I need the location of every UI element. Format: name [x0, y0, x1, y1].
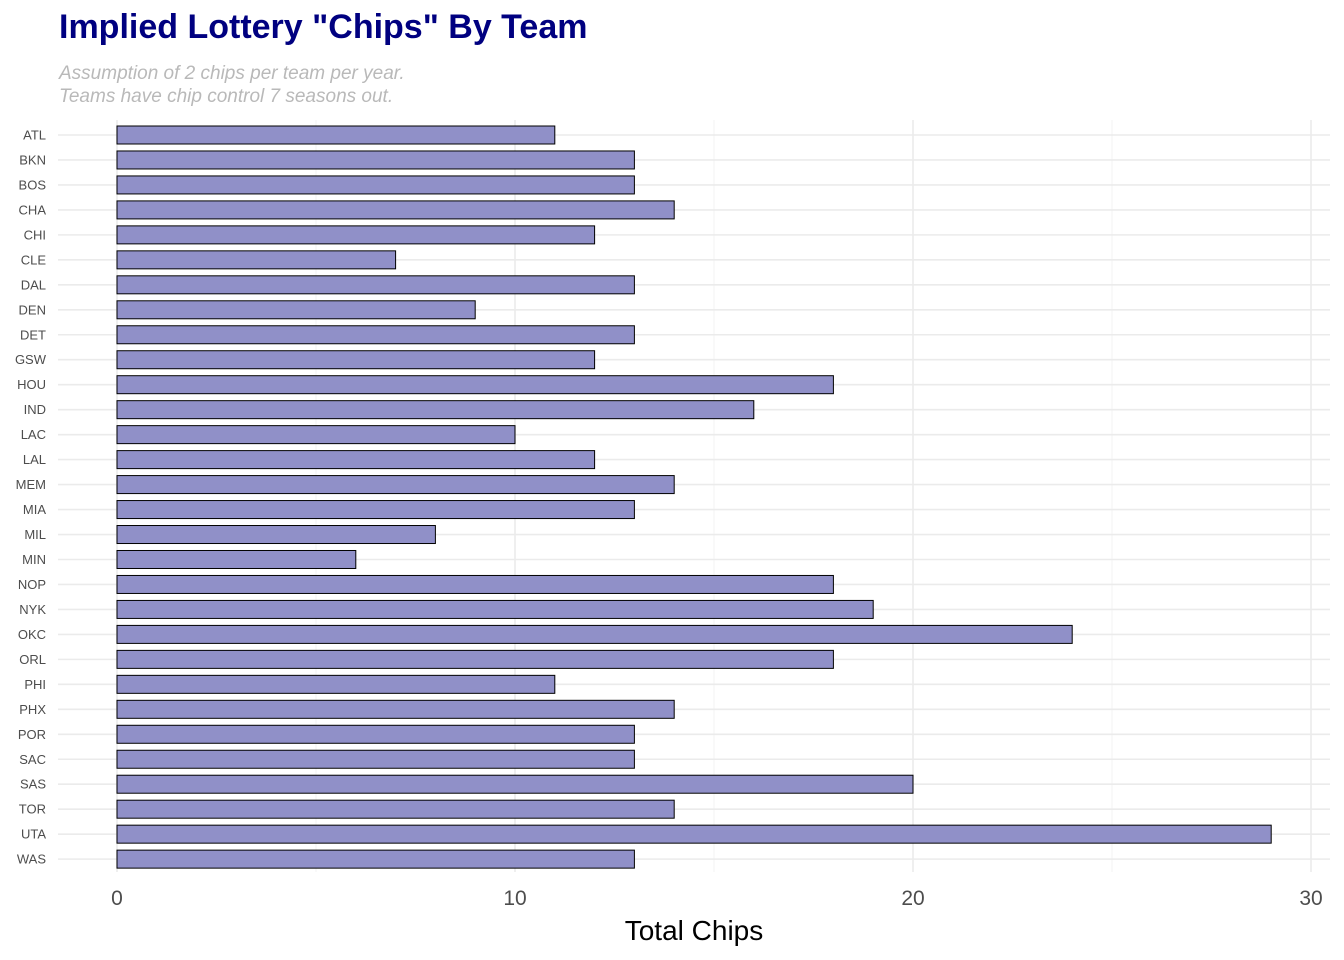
y-tick-label: POR [18, 727, 46, 742]
y-tick-label: MIN [22, 552, 46, 567]
bar-mil [116, 525, 436, 545]
y-tick-label: SAS [20, 777, 46, 792]
y-tick-label: SAC [19, 752, 46, 767]
bar-orl [116, 649, 834, 669]
y-axis-ticks: ATL BKN BOS CHA CHI CLE DAL DEN DET GSW HOU IND LAC L… [15, 128, 47, 867]
y-tick-label: BKN [19, 152, 46, 167]
bar-okc [116, 624, 1073, 644]
bar-nop [116, 574, 834, 594]
x-tick-label: 20 [901, 887, 924, 910]
y-tick-label: WAS [17, 852, 46, 867]
y-tick-label: DAL [21, 277, 46, 292]
bar-min [116, 549, 357, 569]
y-tick-label: ATL [23, 128, 46, 143]
bar-lal [116, 450, 596, 470]
y-tick-label: UTA [21, 827, 46, 842]
bar-lac [116, 425, 516, 445]
x-axis-title: Total Chips [625, 915, 764, 946]
bar-por [116, 724, 635, 744]
bar-mem [116, 475, 675, 495]
y-tick-label: LAL [23, 452, 46, 467]
y-tick-label: IND [24, 402, 46, 417]
y-tick-label: PHI [24, 677, 46, 692]
bar-uta [116, 824, 1272, 844]
x-tick-label: 30 [1299, 887, 1322, 910]
bar-hou [116, 375, 834, 395]
bar-phx [116, 699, 675, 719]
bar-was [116, 849, 635, 869]
bar-ind [116, 400, 755, 420]
x-axis-ticks: 0 10 20 30 [111, 887, 1323, 910]
y-tick-label: HOU [17, 377, 46, 392]
bar-den [116, 300, 476, 320]
y-tick-label: GSW [15, 352, 47, 367]
bar-atl [116, 125, 556, 145]
bar-chi [116, 225, 596, 245]
bar-nyk [116, 599, 874, 619]
bar-bkn [116, 150, 635, 170]
y-tick-label: LAC [21, 427, 46, 442]
bar-tor [116, 799, 675, 819]
y-tick-label: CLE [21, 252, 47, 267]
x-tick-label: 0 [111, 887, 123, 910]
subtitle-line-2: Teams have chip control 7 seasons out. [59, 86, 394, 107]
bars [116, 125, 1272, 869]
bar-cle [116, 250, 397, 270]
y-tick-label: OKC [18, 627, 46, 642]
y-tick-label: NOP [18, 577, 46, 592]
bar-det [116, 325, 635, 345]
y-tick-label: ORL [19, 652, 46, 667]
chart-title: Implied Lottery "Chips" By Team [59, 8, 588, 46]
y-tick-label: DET [20, 327, 46, 342]
y-tick-label: CHA [19, 202, 47, 217]
y-tick-label: BOS [19, 177, 47, 192]
y-tick-label: TOR [19, 802, 46, 817]
bar-dal [116, 275, 635, 295]
bar-bos [116, 175, 635, 195]
y-tick-label: MEM [16, 477, 46, 492]
bar-phi [116, 674, 556, 694]
y-tick-label: NYK [19, 602, 46, 617]
bar-cha [116, 200, 675, 220]
y-tick-label: DEN [19, 302, 46, 317]
bar-gsw [116, 350, 596, 370]
chart-subtitle: Assumption of 2 chips per team per year.… [59, 62, 405, 108]
x-tick-label: 10 [503, 887, 526, 910]
subtitle-line-1: Assumption of 2 chips per team per year. [59, 63, 405, 84]
bar-sac [116, 749, 635, 769]
y-tick-label: MIL [24, 527, 46, 542]
bar-mia [116, 500, 635, 520]
bar-sas [116, 774, 914, 794]
y-tick-label: PHX [19, 702, 46, 717]
y-tick-label: CHI [24, 227, 46, 242]
y-tick-label: MIA [23, 502, 46, 517]
